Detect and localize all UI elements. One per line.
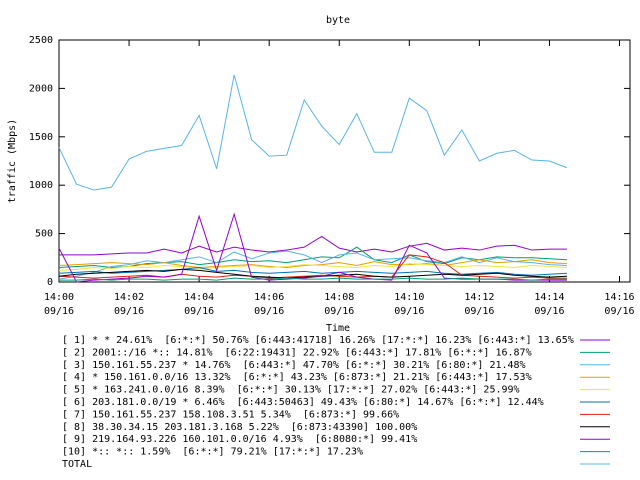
y-axis-label: traffic (Mbps) <box>7 119 18 203</box>
x-tick-date: 09/16 <box>464 306 494 317</box>
series-line <box>58 266 567 276</box>
legend-label: [10] *:: *:: 1.59% [6:*:*] 79.21% [17:*:… <box>62 447 363 458</box>
x-tick-label: 14:08 <box>324 292 354 303</box>
y-tick-label: 500 <box>35 229 53 240</box>
x-tick-label: 14:02 <box>114 292 144 303</box>
x-tick-date: 09/16 <box>44 306 74 317</box>
y-tick-label: 0 <box>47 277 53 288</box>
x-tick-date: 09/16 <box>184 306 214 317</box>
x-tick-label: 14:12 <box>464 292 494 303</box>
legend-label: [ 9] 219.164.93.226 160.101.0.0/16 4.93%… <box>62 434 417 445</box>
y-tick-label: 1000 <box>29 180 53 191</box>
legend-label: [ 2] 2001::/16 *:: 14.81% [6:22:19431] 2… <box>62 347 532 358</box>
chart-title: byte <box>326 15 350 26</box>
x-tick-label: 14:14 <box>534 292 564 303</box>
legend-label: [ 1] * * 24.61% [6:*:*] 50.76% [6:443:41… <box>62 335 574 346</box>
series-line <box>59 235 567 256</box>
x-tick-date: 09/16 <box>604 306 634 317</box>
x-axis-label: Time <box>326 323 350 334</box>
series-line <box>59 277 567 281</box>
x-tick-date: 09/16 <box>324 306 354 317</box>
plot-border <box>58 39 631 283</box>
x-tick-label: 14:06 <box>254 292 284 303</box>
legend-label: [ 8] 38.30.34.15 203.181.3.168 5.22% [6:… <box>62 422 417 433</box>
y-tick-label: 2000 <box>29 83 53 94</box>
legend-label: [ 4] * 150.161.0.0/16 13.32% [6:*:*] 43.… <box>62 372 532 383</box>
x-tick-label: 14:10 <box>394 292 424 303</box>
series-line <box>58 74 568 191</box>
x-tick-date: 09/16 <box>394 306 424 317</box>
x-tick-date: 09/16 <box>254 306 284 317</box>
x-tick-label: 14:04 <box>184 292 214 303</box>
x-tick-date: 09/16 <box>534 306 564 317</box>
series-line <box>58 254 567 279</box>
x-tick-label: 14:00 <box>44 292 74 303</box>
y-tick-label: 1500 <box>29 132 53 143</box>
legend-label: [ 3] 150.161.55.237 * 14.76% [6:443:*] 4… <box>62 360 526 371</box>
y-tick-label: 2500 <box>29 35 53 46</box>
series-line <box>58 263 567 271</box>
series-line <box>58 250 567 280</box>
legend-label: [ 5] * 163.241.0.0/16 8.39% [6:*:*] 30.1… <box>62 385 520 396</box>
legend-label: [ 6] 203.181.0.0/19 * 6.46% [6:443:50463… <box>62 397 544 408</box>
legend-label: [ 7] 150.161.55.237 158.108.3.51 5.34% [… <box>62 409 399 420</box>
x-tick-label: 14:16 <box>604 292 634 303</box>
legend-label: TOTAL <box>62 459 92 470</box>
x-tick-date: 09/16 <box>114 306 144 317</box>
